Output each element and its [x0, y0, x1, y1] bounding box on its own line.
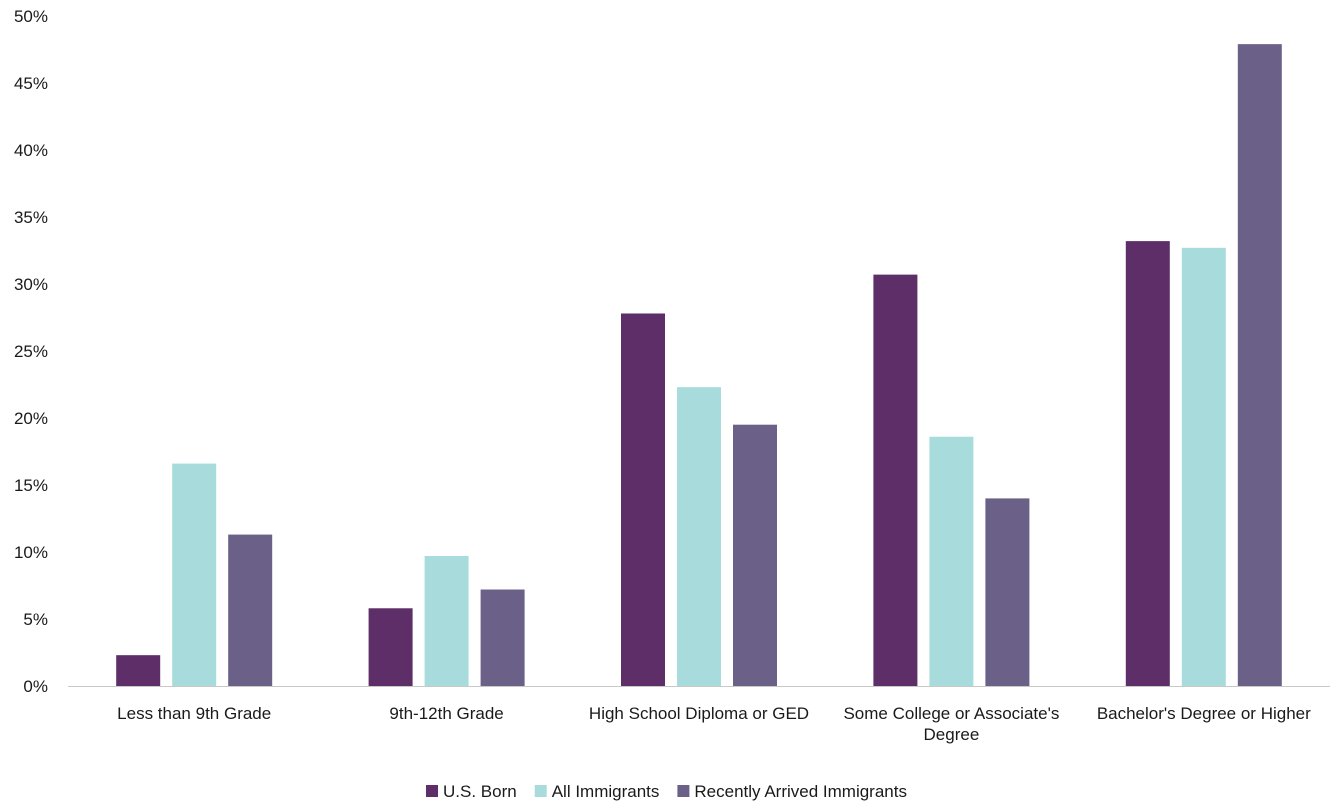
legend-label: U.S. Born	[443, 782, 517, 801]
bar-u-s-born-1	[368, 608, 413, 686]
bar-all-immigrants-0	[172, 463, 217, 686]
bar-u-s-born-4	[1125, 241, 1170, 686]
y-tick-label: 5%	[23, 610, 48, 629]
bar-recently-arrived-immigrants-1	[480, 589, 525, 686]
y-tick-label: 0%	[23, 677, 48, 696]
x-category-label: High School Diploma or GED	[589, 704, 809, 723]
y-tick-label: 30%	[14, 275, 48, 294]
y-tick-label: 15%	[14, 476, 48, 495]
y-tick-label: 10%	[14, 543, 48, 562]
bar-all-immigrants-3	[929, 436, 974, 686]
y-tick-label: 20%	[14, 409, 48, 428]
bar-recently-arrived-immigrants-2	[733, 424, 777, 686]
y-tick-label: 50%	[14, 7, 48, 26]
y-tick-label: 45%	[14, 74, 48, 93]
bar-u-s-born-2	[621, 313, 665, 686]
x-category-label: Less than 9th Grade	[117, 704, 271, 723]
bar-u-s-born-0	[116, 655, 161, 686]
legend-label: Recently Arrived Immigrants	[694, 782, 907, 801]
bar-recently-arrived-immigrants-4	[1237, 44, 1282, 686]
legend-item-all-immigrants: All Immigrants	[534, 782, 660, 801]
bars	[116, 44, 1282, 686]
bar-recently-arrived-immigrants-0	[228, 534, 273, 686]
y-tick-label: 40%	[14, 141, 48, 160]
legend-item-recently-arrived-immigrants: Recently Arrived Immigrants	[677, 782, 907, 801]
legend: U.S. Born All Immigrants Recently Arrived …	[426, 782, 907, 801]
bar-all-immigrants-2	[677, 387, 721, 686]
bar-recently-arrived-immigrants-3	[985, 498, 1030, 686]
x-category-label: 9th-12th Grade	[389, 704, 503, 723]
x-category-label: Some College or Associate's Degree	[843, 704, 1059, 744]
legend-item-u-s-born: U.S. Born	[426, 782, 517, 801]
bar-all-immigrants-4	[1181, 247, 1226, 686]
y-tick-label: 35%	[14, 208, 48, 227]
legend-label: All Immigrants	[552, 782, 660, 801]
bar-all-immigrants-1	[424, 556, 469, 686]
bar-u-s-born-3	[873, 274, 918, 686]
legend-swatch	[426, 785, 439, 797]
y-axis: 0% 5% 10% 15% 20% 25% 30% 35% 40% 45% 50%	[14, 7, 48, 696]
legend-swatch	[534, 785, 547, 797]
x-axis: Less than 9th Grade 9th-12th Grade High Sc…	[117, 704, 1311, 744]
x-category-label: Bachelor's Degree or Higher	[1097, 704, 1311, 723]
y-tick-label: 25%	[14, 342, 48, 361]
legend-swatch	[677, 785, 690, 797]
